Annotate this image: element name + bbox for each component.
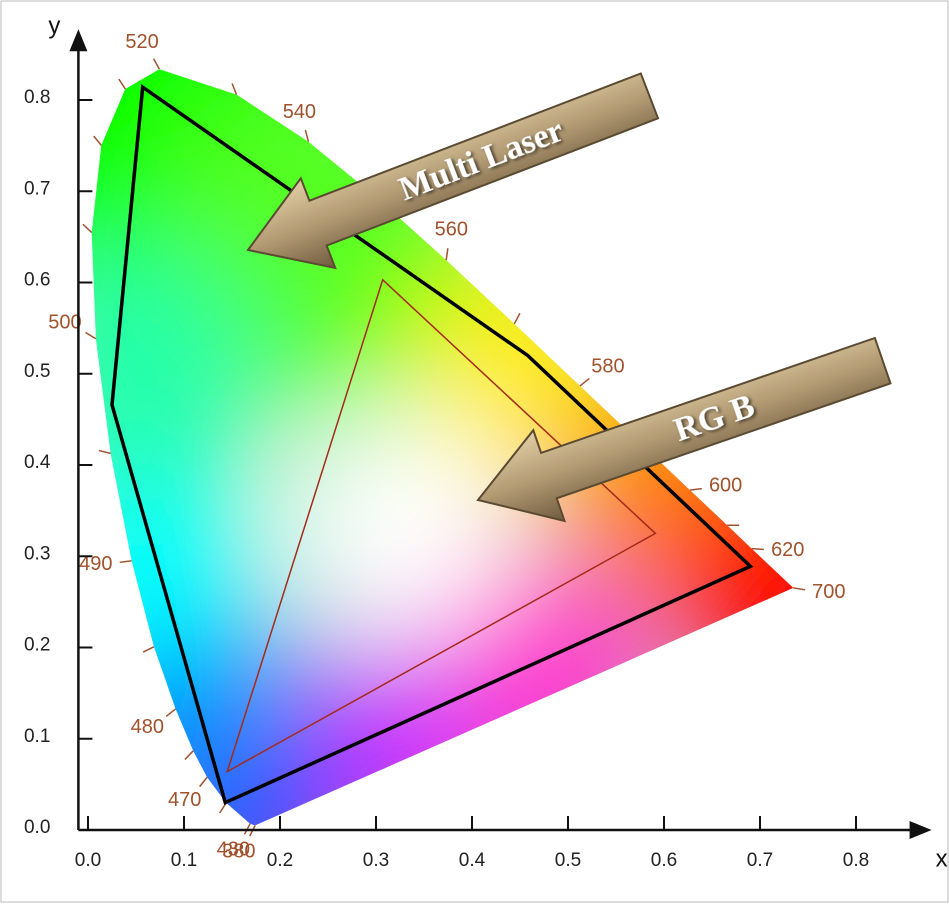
x-tick-label: 0.3 [363, 850, 389, 871]
x-axis-label: x [936, 845, 948, 872]
wavelength-label: 560 [435, 219, 468, 241]
wavelength-label: 500 [48, 312, 81, 334]
y-tick-label: 0.8 [24, 87, 50, 108]
y-axis-label: y [48, 13, 60, 40]
wavelength-label: 620 [771, 539, 804, 561]
wavelength-label: 540 [283, 101, 316, 123]
wavelength-label: 470 [168, 789, 201, 811]
x-tick-label: 0.5 [555, 850, 581, 871]
x-tick-label: 0.2 [267, 850, 293, 871]
wavelength-label: 430 [217, 838, 250, 860]
x-tick-label: 0.4 [459, 850, 486, 871]
x-tick-label: 0.8 [843, 850, 869, 871]
wavelength-label: 580 [591, 355, 624, 377]
y-tick-label: 0.3 [24, 543, 50, 564]
y-tick-label: 0.6 [24, 270, 50, 291]
y-tick-label: 0.7 [24, 178, 50, 199]
y-tick-label: 0.2 [24, 635, 50, 656]
x-tick-label: 0.1 [171, 850, 197, 871]
x-tick-label: 0.7 [747, 850, 773, 871]
wavelength-label: 600 [709, 475, 742, 497]
y-tick-label: 0.0 [24, 817, 50, 838]
y-tick-label: 0.4 [24, 452, 51, 473]
wavelength-label: 700 [812, 581, 845, 603]
locus-tick [752, 549, 764, 550]
x-tick-label: 0.6 [651, 850, 677, 871]
wavelength-label: 480 [131, 716, 164, 738]
x-tick-label: 0.0 [75, 850, 101, 871]
y-tick-label: 0.5 [24, 361, 50, 382]
y-tick-label: 0.1 [24, 726, 50, 747]
wavelength-label: 520 [125, 31, 158, 53]
chart: 380430470480490500520540560580600620700x… [0, 0, 949, 903]
